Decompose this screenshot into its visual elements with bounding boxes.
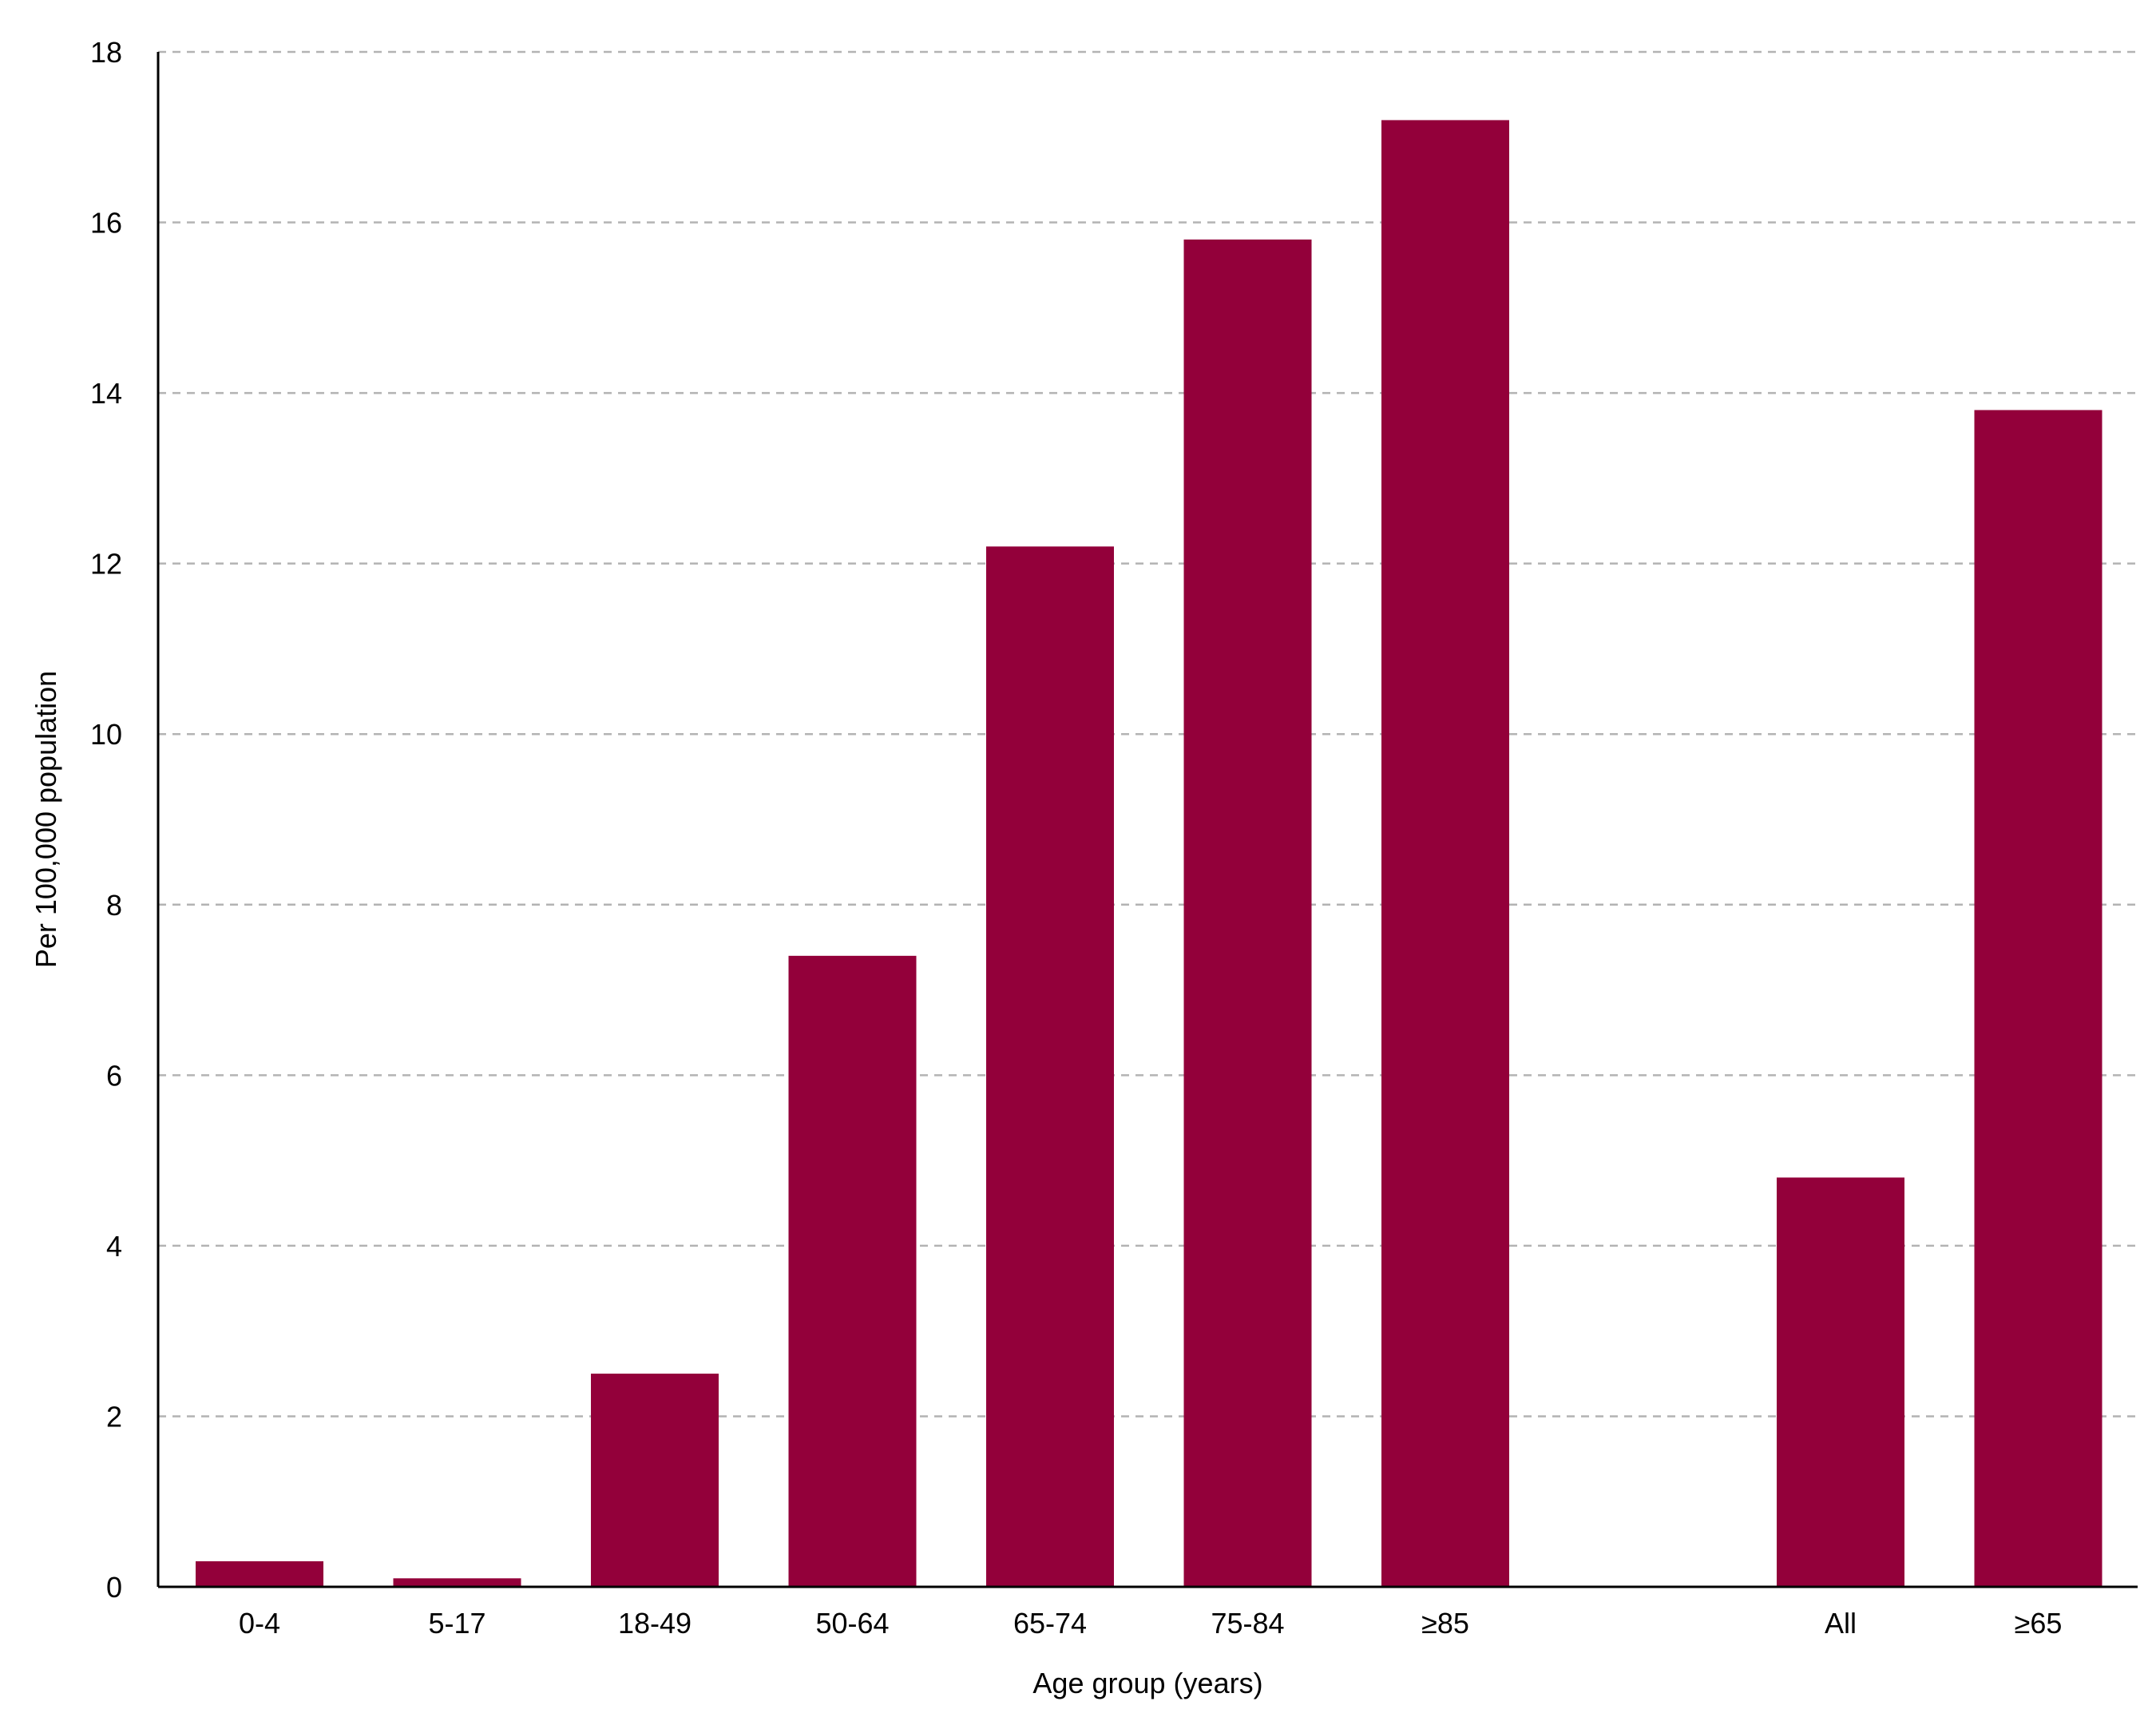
y-tick-label: 18 (90, 36, 122, 69)
bar (1777, 1177, 1904, 1587)
bar (1183, 239, 1312, 1587)
x-tick-label: 18-49 (618, 1607, 692, 1640)
x-tick-label: 0-4 (239, 1607, 280, 1640)
y-tick-label: 2 (106, 1400, 122, 1433)
bar (788, 955, 917, 1587)
y-tick-label: 10 (90, 718, 122, 751)
x-tick-label: 75-84 (1211, 1607, 1284, 1640)
y-tick-label: 4 (106, 1230, 122, 1263)
bar (393, 1578, 521, 1587)
y-tick-label: 14 (90, 377, 122, 410)
y-tick-labels: 0 2 4 6 8 10 12 14 16 18 (90, 36, 122, 1604)
x-tick-label: ≥65 (2015, 1607, 2063, 1640)
bar (196, 1560, 323, 1587)
bar (986, 546, 1114, 1588)
x-tick-label: ≥85 (1421, 1607, 1469, 1640)
x-tick-label: 5-17 (428, 1607, 485, 1640)
x-tick-label: 65-74 (1013, 1607, 1087, 1640)
y-tick-label: 12 (90, 548, 122, 581)
bar (1974, 410, 2102, 1587)
x-tick-labels: 0-4 5-17 18-49 50-64 65-74 75-84 ≥85 All ≥65 (239, 1607, 2062, 1640)
bar (1381, 120, 1509, 1587)
y-tick-label: 8 (106, 889, 122, 922)
bar (591, 1374, 719, 1587)
y-tick-label: 6 (106, 1059, 122, 1092)
x-tick-label: 50-64 (815, 1607, 889, 1640)
axes (157, 52, 2138, 1588)
bars (196, 120, 2102, 1588)
y-tick-label: 16 (90, 207, 122, 240)
x-axis-title: Age group (years) (1032, 1667, 1262, 1699)
x-tick-label: All (1825, 1607, 1857, 1640)
y-tick-label: 0 (106, 1571, 122, 1604)
y-axis-title: Per 100,000 population (30, 671, 62, 968)
